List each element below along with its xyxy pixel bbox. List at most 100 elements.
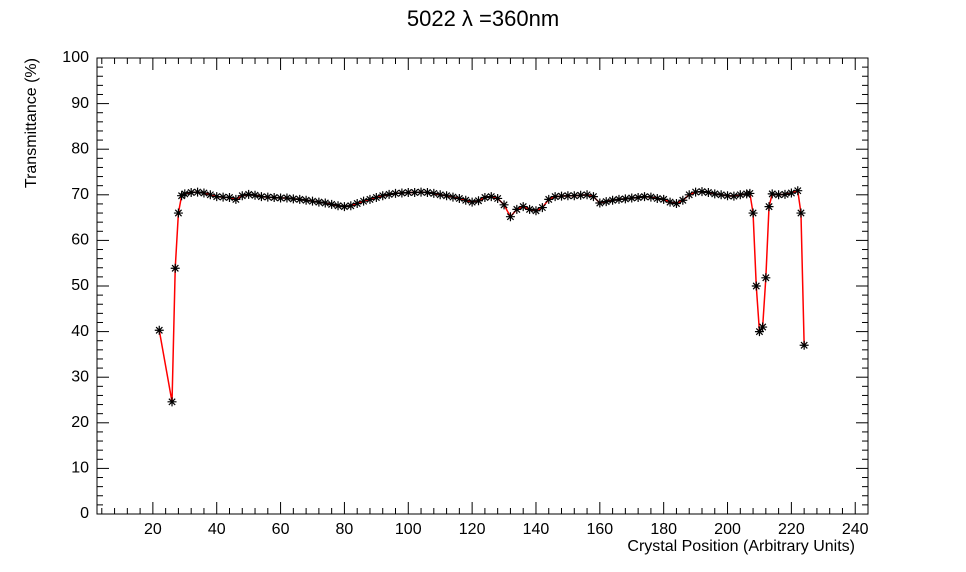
y-tick-label: 10 xyxy=(71,460,89,477)
y-tick-label: 100 xyxy=(62,49,89,66)
data-marker xyxy=(691,187,701,197)
data-marker xyxy=(716,190,726,200)
data-marker xyxy=(295,194,305,204)
data-marker xyxy=(512,204,522,214)
data-marker xyxy=(314,197,324,207)
data-marker xyxy=(735,190,745,200)
y-axis-label: Transmittance (%) xyxy=(23,58,40,188)
x-axis-label: Crystal Position (Arbitrary Units) xyxy=(627,538,855,555)
data-marker xyxy=(448,192,458,202)
x-tick-label: 80 xyxy=(336,521,354,538)
data-marker xyxy=(231,194,241,204)
data-marker xyxy=(723,191,733,201)
data-marker xyxy=(493,193,503,203)
data-marker xyxy=(170,263,180,273)
data-marker xyxy=(186,188,196,198)
data-marker xyxy=(652,193,662,203)
data-marker xyxy=(301,195,311,205)
x-tick-label: 40 xyxy=(208,521,226,538)
data-marker xyxy=(767,189,777,199)
data-marker xyxy=(786,188,796,198)
data-marker xyxy=(646,192,656,202)
data-marker xyxy=(276,193,286,203)
data-marker xyxy=(748,208,758,218)
chart-title: 5022 λ =360nm xyxy=(407,6,559,31)
data-marker xyxy=(601,197,611,207)
data-marker xyxy=(403,188,413,198)
data-marker xyxy=(193,187,203,197)
y-tick-label: 0 xyxy=(80,505,89,522)
data-marker xyxy=(365,194,375,204)
data-marker xyxy=(678,195,688,205)
y-tick-label: 90 xyxy=(71,95,89,112)
data-marker xyxy=(525,204,535,214)
data-marker xyxy=(180,189,190,199)
data-marker xyxy=(474,196,484,206)
y-tick-label: 80 xyxy=(71,140,89,157)
data-marker xyxy=(429,188,439,198)
data-marker xyxy=(371,193,381,203)
data-marker xyxy=(537,203,547,213)
data-marker xyxy=(177,191,187,201)
data-marker xyxy=(550,192,560,202)
data-marker xyxy=(751,281,761,291)
data-marker xyxy=(480,193,490,203)
y-tick-label: 50 xyxy=(71,277,89,294)
data-marker xyxy=(563,191,573,201)
data-marker xyxy=(218,192,228,202)
data-marker xyxy=(764,202,774,212)
data-marker xyxy=(758,322,768,332)
data-marker xyxy=(659,194,669,204)
data-marker xyxy=(505,212,515,222)
data-marker xyxy=(671,198,681,208)
data-marker xyxy=(576,190,586,200)
data-marker xyxy=(173,208,183,218)
data-marker xyxy=(595,198,605,208)
data-marker xyxy=(499,200,509,210)
data-marker xyxy=(633,193,643,203)
data-marker xyxy=(729,191,739,201)
data-marker xyxy=(250,190,260,200)
data-marker xyxy=(799,340,809,350)
data-marker xyxy=(442,191,452,201)
data-marker xyxy=(518,202,528,212)
data-marker xyxy=(416,187,426,197)
y-tick-label: 30 xyxy=(71,368,89,385)
data-marker xyxy=(697,187,707,197)
data-marker xyxy=(346,201,356,211)
data-marker xyxy=(422,188,432,198)
data-marker xyxy=(288,194,298,204)
y-tick-label: 40 xyxy=(71,323,89,340)
data-marker xyxy=(780,189,790,199)
data-marker xyxy=(378,191,388,201)
x-tick-label: 160 xyxy=(586,521,613,538)
y-tick-label: 70 xyxy=(71,186,89,203)
data-marker xyxy=(531,206,541,216)
data-marker xyxy=(282,193,292,203)
data-marker xyxy=(212,192,222,202)
data-marker xyxy=(320,198,330,208)
data-marker xyxy=(269,193,279,203)
data-marker xyxy=(665,197,675,207)
x-tick-label: 240 xyxy=(842,521,869,538)
data-marker xyxy=(467,197,477,207)
data-marker xyxy=(582,190,592,200)
data-marker xyxy=(620,194,630,204)
data-marker xyxy=(397,188,407,198)
x-tick-label: 20 xyxy=(144,521,162,538)
x-tick-label: 220 xyxy=(778,521,805,538)
data-marker xyxy=(710,189,720,199)
data-marker xyxy=(793,186,803,196)
data-marker xyxy=(569,191,579,201)
data-marker xyxy=(557,191,567,201)
data-marker xyxy=(333,201,343,211)
data-marker xyxy=(167,397,177,407)
y-tick-label: 20 xyxy=(71,414,89,431)
x-tick-label: 120 xyxy=(459,521,486,538)
data-marker xyxy=(608,195,618,205)
data-marker xyxy=(359,196,369,206)
x-tick-label: 140 xyxy=(523,521,550,538)
data-marker xyxy=(745,188,755,198)
data-marker xyxy=(352,198,362,208)
